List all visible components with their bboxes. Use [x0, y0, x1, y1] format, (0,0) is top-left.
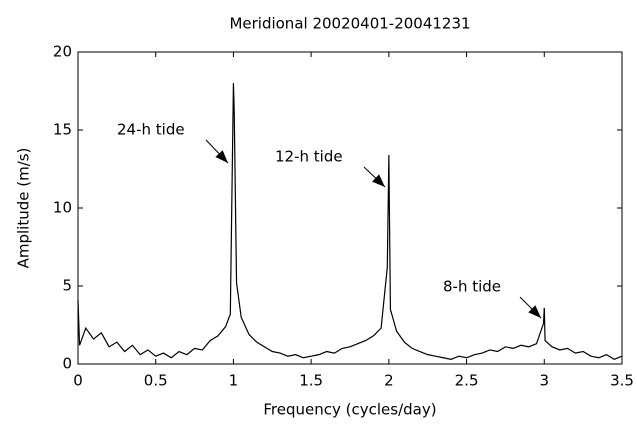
y-axis-label: Amplitude (m/s)	[15, 148, 33, 269]
x-tick-label: 0	[73, 372, 83, 390]
y-tick-label: 0	[62, 355, 72, 373]
y-tick-label: 10	[53, 199, 72, 217]
x-tick-label: 2.5	[455, 372, 479, 390]
x-tick-label: 1	[229, 372, 239, 390]
annotation: 8-h tide	[443, 278, 501, 296]
spectrum-line	[77, 83, 623, 360]
x-axis-label: Frequency (cycles/day)	[263, 401, 436, 419]
x-tick-label: 3	[540, 372, 550, 390]
annotation-arrowhead	[528, 305, 541, 318]
x-tick-label: 2	[384, 372, 394, 390]
annotation-arrowhead	[215, 150, 228, 163]
y-tick-label: 5	[62, 277, 72, 295]
x-tick-label: 3.5	[610, 372, 634, 390]
x-tick-label: 1.5	[299, 372, 323, 390]
annotation: 24-h tide	[117, 121, 185, 139]
annotation: 12-h tide	[275, 148, 343, 166]
y-tick-label: 20	[53, 43, 72, 61]
chart-title: Meridional 20020401-20041231	[229, 15, 470, 33]
x-tick-label: 0.5	[144, 372, 168, 390]
annotation-arrowhead	[372, 174, 385, 187]
y-tick-label: 15	[53, 121, 72, 139]
